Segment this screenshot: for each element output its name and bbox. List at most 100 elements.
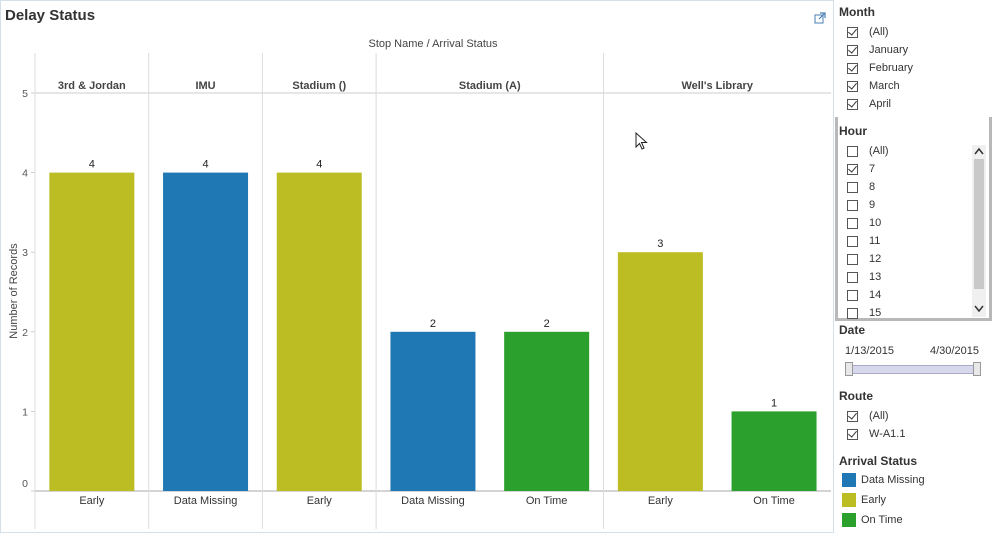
- hour-option-label: 7: [869, 163, 876, 175]
- month-option[interactable]: (All): [847, 23, 889, 41]
- hour-checkbox[interactable]: [847, 235, 858, 247]
- legend-label: Early: [861, 494, 887, 506]
- month-option-label: April: [869, 98, 892, 110]
- scroll-up-icon[interactable]: [974, 147, 984, 155]
- month-option[interactable]: February: [847, 59, 913, 77]
- hour-option-label: (All): [869, 145, 889, 157]
- route-option[interactable]: W-A1.1: [847, 425, 905, 443]
- y-tick-label: 2: [22, 327, 28, 339]
- month-option-label: February: [869, 62, 914, 74]
- legend-item[interactable]: On Time: [842, 512, 903, 528]
- hour-scrollbar[interactable]: [972, 145, 986, 317]
- hour-option[interactable]: 10: [847, 214, 881, 232]
- bar: [731, 411, 817, 491]
- hour-checkbox[interactable]: [847, 307, 858, 319]
- x-tick-label: Early: [648, 495, 674, 507]
- month-checkbox[interactable]: [847, 62, 858, 74]
- bar: [390, 331, 476, 491]
- hour-filter: [835, 117, 992, 321]
- scroll-down-icon[interactable]: [974, 305, 984, 313]
- month-checkbox[interactable]: [847, 98, 858, 110]
- group-label: Well's Library: [681, 80, 753, 92]
- date-slider-start-handle[interactable]: [845, 362, 853, 376]
- date-slider-end-handle[interactable]: [973, 362, 981, 376]
- legend-swatch: [842, 493, 856, 507]
- hour-option-label: 10: [869, 217, 882, 229]
- route-option-label: (All): [869, 410, 889, 422]
- y-tick-label: 4: [22, 168, 28, 180]
- open-external-icon[interactable]: [814, 12, 826, 24]
- bar: [276, 172, 362, 491]
- bar-value-label: 1: [771, 397, 777, 409]
- hour-option[interactable]: 7: [847, 160, 875, 178]
- x-tick-label: Data Missing: [174, 495, 238, 507]
- legend-item[interactable]: Data Missing: [842, 472, 925, 488]
- hour-filter-title: Hour: [839, 124, 867, 138]
- route-option-label: W-A1.1: [869, 428, 906, 440]
- hour-option[interactable]: 9: [847, 196, 875, 214]
- y-tick-label: 3: [22, 247, 28, 259]
- hour-option[interactable]: 13: [847, 268, 881, 286]
- date-start: 1/13/2015: [845, 345, 894, 357]
- hour-checkbox[interactable]: [847, 217, 858, 229]
- bar: [163, 172, 249, 491]
- route-option[interactable]: (All): [847, 407, 889, 425]
- hour-option[interactable]: 14: [847, 286, 881, 304]
- bar: [617, 252, 703, 491]
- column-header: Stop Name / Arrival Status: [369, 38, 498, 50]
- hour-option-label: 13: [869, 271, 882, 283]
- hour-checkbox[interactable]: [847, 289, 858, 301]
- x-tick-label: On Time: [753, 495, 795, 507]
- hour-option[interactable]: 12: [847, 250, 881, 268]
- hour-checkbox[interactable]: [847, 163, 858, 175]
- x-tick-label: Data Missing: [401, 495, 465, 507]
- hour-option-label: 14: [869, 289, 882, 301]
- x-tick-label: Early: [79, 495, 105, 507]
- hour-checkbox[interactable]: [847, 145, 858, 157]
- hour-option-label: 8: [869, 181, 876, 193]
- legend-label: On Time: [861, 514, 903, 526]
- bar-value-label: 3: [657, 238, 663, 250]
- group-label: Stadium (): [292, 80, 346, 92]
- scroll-thumb[interactable]: [974, 159, 984, 289]
- month-option-label: March: [869, 80, 900, 92]
- hour-option-label: 12: [869, 253, 882, 265]
- hour-checkbox[interactable]: [847, 253, 858, 265]
- month-option[interactable]: April: [847, 95, 891, 113]
- hour-option-label: 9: [869, 199, 876, 211]
- legend-swatch: [842, 473, 856, 487]
- month-checkbox[interactable]: [847, 80, 858, 92]
- month-option[interactable]: January: [847, 41, 908, 59]
- hour-option[interactable]: 15: [847, 304, 881, 322]
- bar-value-label: 2: [544, 318, 550, 330]
- bar: [504, 331, 590, 491]
- hour-option[interactable]: 11: [847, 232, 880, 250]
- legend-swatch: [842, 513, 856, 527]
- viz-panel: Delay Status Stop Name / Arrival Status 0…: [0, 0, 834, 533]
- bar-value-label: 4: [202, 159, 208, 171]
- month-option-label: (All): [869, 26, 889, 38]
- hour-checkbox[interactable]: [847, 199, 858, 211]
- bar-value-label: 2: [430, 318, 436, 330]
- date-filter-title: Date: [839, 323, 866, 337]
- legend-item[interactable]: Early: [842, 492, 886, 508]
- month-option-label: January: [869, 44, 909, 56]
- y-axis-title: Number of Records: [8, 243, 20, 339]
- route-checkbox[interactable]: [847, 410, 858, 422]
- bar-value-label: 4: [89, 159, 95, 171]
- month-checkbox[interactable]: [847, 44, 858, 56]
- month-filter-title: Month: [839, 5, 875, 19]
- hour-checkbox[interactable]: [847, 181, 858, 193]
- hour-option[interactable]: (All): [847, 142, 889, 160]
- y-tick-label: 5: [22, 88, 28, 100]
- hour-option[interactable]: 8: [847, 178, 875, 196]
- route-filter-title: Route: [839, 389, 873, 403]
- date-slider-track[interactable]: [848, 365, 978, 374]
- month-option[interactable]: March: [847, 77, 900, 95]
- legend-label: Data Missing: [861, 474, 925, 486]
- hour-checkbox[interactable]: [847, 271, 858, 283]
- route-checkbox[interactable]: [847, 428, 858, 440]
- y-tick-label: 1: [22, 406, 28, 418]
- group-label: 3rd & Jordan: [58, 80, 126, 92]
- month-checkbox[interactable]: [847, 26, 858, 38]
